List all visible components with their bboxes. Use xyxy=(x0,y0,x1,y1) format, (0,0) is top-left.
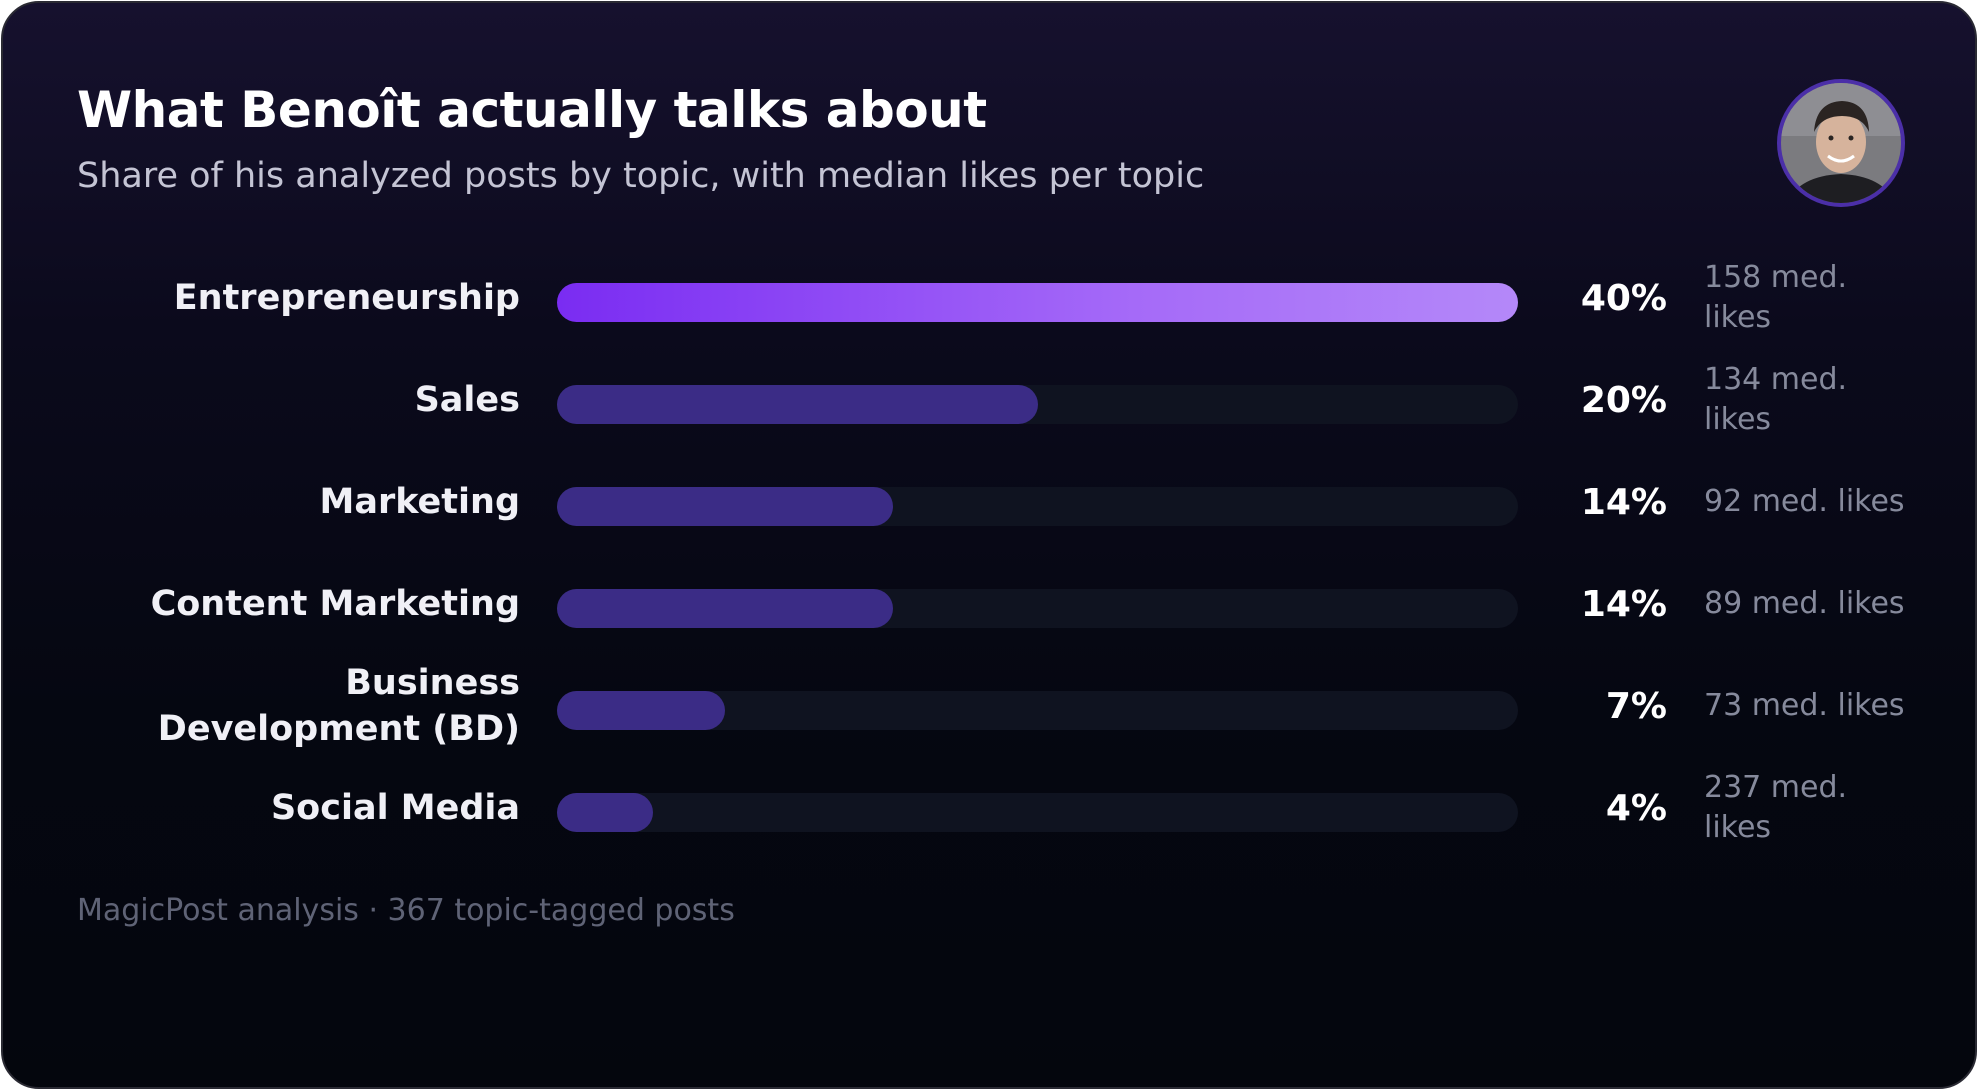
value-label: 4% xyxy=(1605,787,1667,829)
value-label: 14% xyxy=(1580,583,1667,625)
median-likes-label: 89 med. likes xyxy=(1704,586,1905,621)
median-likes-label: 73 med. likes xyxy=(1704,688,1905,723)
median-likes-label: 158 med. likes xyxy=(1704,260,1848,335)
bar-rows: Entrepreneurship 40% 158 med. likes Sales 20… xyxy=(3,3,1975,1087)
value-label: 40% xyxy=(1580,277,1667,319)
bar-track xyxy=(557,793,1518,832)
bar xyxy=(557,793,653,832)
bar-track xyxy=(557,487,1518,526)
category-label: Social Media xyxy=(270,788,520,828)
chart-footer: MagicPost analysis · 367 topic-tagged po… xyxy=(77,893,735,928)
bar-row: Content Marketing 14% 89 med. likes xyxy=(3,553,1975,655)
value-label: 14% xyxy=(1580,481,1667,523)
bar-row: Sales 20% 134 med. likes xyxy=(3,349,1975,451)
avatar xyxy=(1774,76,1908,210)
bar-row: Social Media 4% 237 med. likes xyxy=(3,757,1975,859)
category-label: Entrepreneurship xyxy=(173,278,520,318)
chart-title: What Benoît actually talks about xyxy=(77,81,987,139)
bar xyxy=(557,691,725,730)
bar xyxy=(557,589,893,628)
bar xyxy=(557,283,1518,322)
category-label: Sales xyxy=(414,380,520,420)
median-likes-label: 237 med. likes xyxy=(1704,770,1848,845)
category-label: Marketing xyxy=(319,482,520,522)
category-label: Business Development (BD) xyxy=(157,663,520,749)
median-likes-label: 92 med. likes xyxy=(1704,484,1905,519)
bar-track xyxy=(557,283,1518,322)
bar-row: Entrepreneurship 40% 158 med. likes xyxy=(3,247,1975,349)
bar xyxy=(557,487,893,526)
bar-row: Marketing 14% 92 med. likes xyxy=(3,451,1975,553)
bar-track xyxy=(557,385,1518,424)
median-likes-label: 134 med. likes xyxy=(1704,362,1848,437)
bar xyxy=(557,385,1038,424)
bar-track xyxy=(557,691,1518,730)
category-label: Content Marketing xyxy=(150,584,520,624)
chart-subtitle: Share of his analyzed posts by topic, wi… xyxy=(77,156,1205,196)
value-label: 7% xyxy=(1605,685,1667,727)
bar-row: Business Development (BD) 7% 73 med. likes xyxy=(3,655,1975,757)
bar-track xyxy=(557,589,1518,628)
value-label: 20% xyxy=(1580,379,1667,421)
